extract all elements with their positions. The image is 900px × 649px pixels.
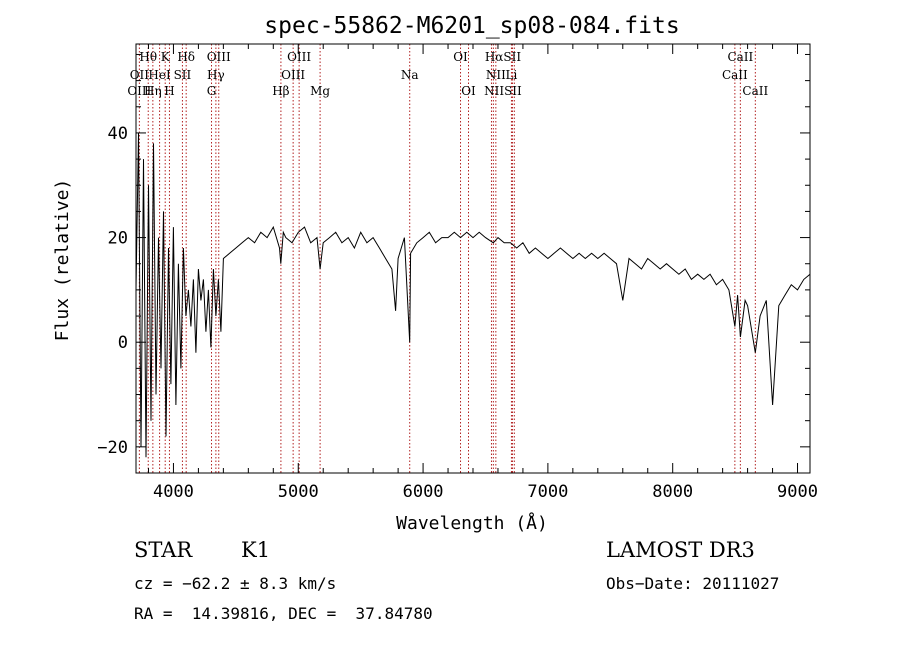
plot-frame xyxy=(135,43,811,474)
line-label: CaII xyxy=(722,68,748,82)
line-label: Hδ xyxy=(177,50,195,64)
line-label: OIII xyxy=(287,50,311,64)
chart-title: spec-55862-M6201_sp08-084.fits xyxy=(264,13,679,39)
line-label: Na xyxy=(401,68,419,82)
y-tick-label: −20 xyxy=(97,438,128,458)
line-label: HeI xyxy=(148,68,171,82)
line-label: OI xyxy=(453,50,468,64)
object-class: STAR xyxy=(134,538,193,562)
line-label: Mg xyxy=(310,84,330,98)
line-label: NIISII xyxy=(484,84,522,98)
line-label: HαSII xyxy=(485,50,522,64)
spectral-line-markers xyxy=(138,44,756,473)
line-label: G xyxy=(207,84,217,98)
y-axis-label: Flux (relative) xyxy=(52,179,73,342)
observation-date: Obs−Date: 20111027 xyxy=(606,574,780,593)
line-label: CaII xyxy=(727,50,753,64)
x-axis-ticks: 4000 5000 6000 7000 8000 9000 xyxy=(147,44,818,502)
line-label: NII xyxy=(486,68,506,82)
x-tick-label: 8000 xyxy=(652,482,693,502)
y-axis-ticks: −20 0 20 40 xyxy=(97,53,810,458)
y-tick-label: 20 xyxy=(108,229,128,249)
object-subclass: K1 xyxy=(241,538,271,562)
line-label: OII xyxy=(130,68,150,82)
line-label: K xyxy=(161,50,171,64)
redshift-velocity: cz = −62.2 ± 8.3 km/s xyxy=(134,574,337,593)
x-tick-label: 7000 xyxy=(527,482,568,502)
line-label: Hγ xyxy=(207,68,225,82)
line-label: H xyxy=(164,84,174,98)
line-label: Hη xyxy=(144,84,162,98)
line-label: Li xyxy=(506,68,518,82)
y-tick-label: 40 xyxy=(108,124,128,144)
line-label: SII xyxy=(174,68,192,82)
line-label: OIII xyxy=(207,50,231,64)
line-label: OI xyxy=(461,84,476,98)
line-label: OIII xyxy=(127,84,151,98)
ra-dec-coordinates: RA = 14.39816, DEC = 37.84780 xyxy=(134,604,433,623)
x-tick-label: 6000 xyxy=(403,482,444,502)
spectral-line-labels: Hθ K Hδ OIII OIII OI HαSII CaII OII HeI SII Hγ OIII N… xyxy=(127,50,768,98)
y-tick-label: 0 xyxy=(118,333,128,353)
line-label: CaII xyxy=(742,84,768,98)
line-label: Hθ xyxy=(139,50,157,64)
x-tick-label: 5000 xyxy=(278,482,319,502)
survey-name: LAMOST DR3 xyxy=(606,538,755,562)
flux-series-line xyxy=(135,132,811,458)
line-label: OIII xyxy=(281,68,305,82)
x-tick-label: 4000 xyxy=(153,482,194,502)
x-axis-label: Wavelength (Å) xyxy=(396,512,548,534)
x-tick-label: 9000 xyxy=(777,482,818,502)
line-label: Hβ xyxy=(272,84,289,98)
